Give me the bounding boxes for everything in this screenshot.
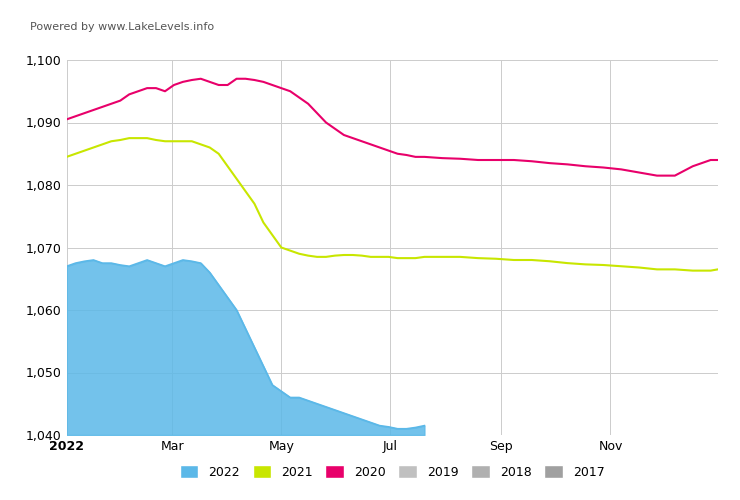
Legend: 2022, 2021, 2020, 2019, 2018, 2017: 2022, 2021, 2020, 2019, 2018, 2017: [173, 459, 611, 485]
Text: Powered by www.LakeLevels.info: Powered by www.LakeLevels.info: [30, 22, 214, 32]
